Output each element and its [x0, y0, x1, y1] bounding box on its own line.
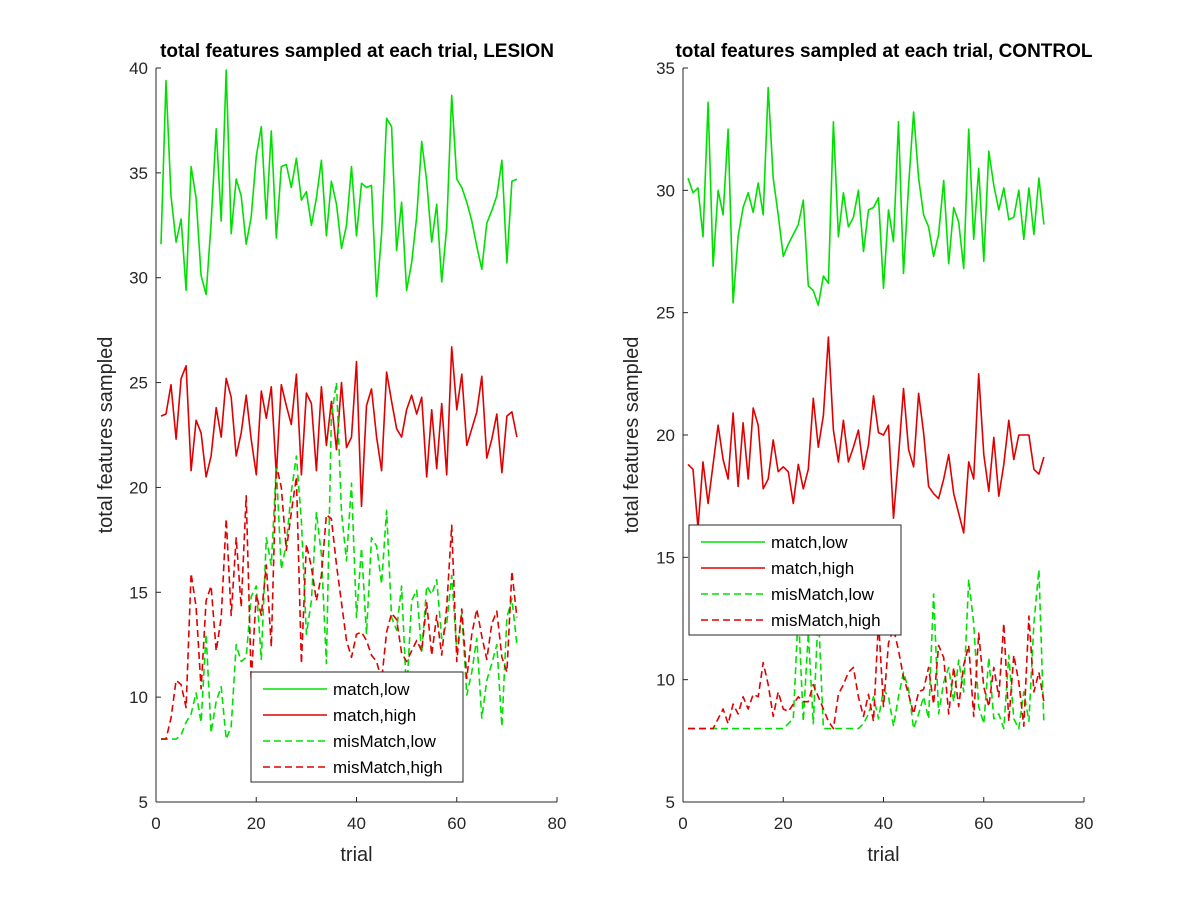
control-series-line-2 — [688, 568, 1045, 730]
lesion-series-line-0 — [160, 69, 518, 298]
control-plot-title: total features sampled at each trial, CO… — [675, 41, 1092, 62]
control-legend-label-0: match,low — [771, 533, 848, 552]
control-y-tick-label: 5 — [666, 793, 675, 812]
lesion-legend-label-1: match,high — [333, 706, 416, 725]
control-y-axis-label: total features sampled — [621, 337, 643, 534]
control-y-tick-label: 15 — [656, 548, 675, 567]
lesion-x-tick-label: 60 — [447, 814, 466, 833]
lesion-y-tick-label: 10 — [129, 688, 148, 707]
control-plot: total features sampled at each trial, CO… — [621, 41, 1093, 866]
control-legend-label-3: misMatch,high — [771, 611, 881, 630]
lesion-y-tick-label: 5 — [139, 793, 148, 812]
lesion-plot: total features sampled at each trial, LE… — [95, 41, 566, 866]
control-legend: match,low match,high misMatch,low misMatch,… — [688, 524, 902, 636]
control-x-tick-label: 40 — [874, 814, 893, 833]
control-x-tick-label: 60 — [974, 814, 993, 833]
lesion-y-tick-label: 35 — [129, 164, 148, 183]
lesion-legend-label-3: misMatch,high — [333, 758, 443, 777]
control-x-tick-label: 20 — [774, 814, 793, 833]
control-series-line-3 — [688, 615, 1045, 730]
lesion-y-axis-label: total features sampled — [95, 337, 117, 534]
lesion-y-tick-label: 40 — [129, 59, 148, 78]
lesion-x-tick-label: 40 — [347, 814, 366, 833]
control-legend-box — [688, 524, 902, 636]
control-y-tick-label: 10 — [656, 671, 675, 690]
lesion-legend-label-0: match,low — [333, 680, 410, 699]
control-series-line-1 — [687, 336, 1045, 534]
lesion-y-tick-label: 30 — [129, 269, 148, 288]
control-x-tick-label: 80 — [1075, 814, 1094, 833]
control-legend-label-1: match,high — [771, 559, 854, 578]
control-x-tick-label: 0 — [678, 814, 687, 833]
lesion-x-axis-label: trial — [340, 844, 372, 866]
lesion-legend: match,low match,high misMatch,low misMatch,… — [250, 671, 464, 783]
control-x-axis-label: trial — [867, 844, 899, 866]
lesion-y-tick-label: 20 — [129, 478, 148, 497]
lesion-x-tick-label: 0 — [151, 814, 160, 833]
lesion-legend-box — [250, 671, 464, 783]
control-series-line-0 — [687, 86, 1045, 307]
lesion-x-tick-label: 80 — [548, 814, 567, 833]
control-y-tick-label: 30 — [656, 181, 675, 200]
lesion-series-line-1 — [160, 346, 518, 508]
control-y-tick-label: 35 — [656, 59, 675, 78]
control-y-tick-label: 25 — [656, 304, 675, 323]
control-y-tick-label: 20 — [656, 426, 675, 445]
lesion-plot-title: total features sampled at each trial, LE… — [160, 41, 554, 62]
lesion-y-tick-label: 15 — [129, 583, 148, 602]
lesion-x-tick-label: 20 — [247, 814, 266, 833]
lesion-y-tick-label: 25 — [129, 374, 148, 393]
lesion-series-line-3 — [161, 463, 518, 740]
lesion-legend-label-2: misMatch,low — [333, 732, 437, 751]
control-legend-label-2: misMatch,low — [771, 585, 875, 604]
